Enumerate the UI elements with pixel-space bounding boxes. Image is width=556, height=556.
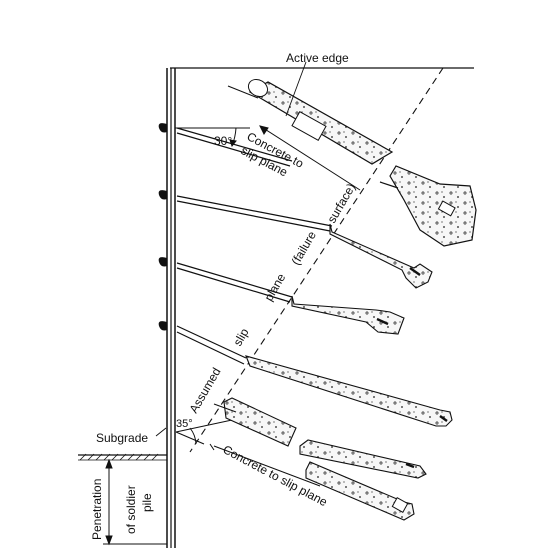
pile-label: pile <box>140 493 154 512</box>
angle-35-label: 35° <box>176 418 193 430</box>
concrete-dimension-bottom <box>209 443 321 487</box>
slip-label: slip <box>230 326 251 349</box>
concrete-dimension-top <box>259 125 361 191</box>
subgrade-label: Subgrade <box>96 431 148 445</box>
plane-label: plane <box>261 271 288 304</box>
tieback-1 <box>176 78 477 247</box>
tieback-4 <box>176 325 453 427</box>
assumed-label: Assumed <box>186 365 223 415</box>
soldier-pile <box>166 68 176 548</box>
subgrade <box>78 453 167 461</box>
angle-30-label: 30° <box>214 134 232 148</box>
penetration-label: Penetration <box>90 479 104 540</box>
angle-30-marker <box>175 127 250 148</box>
failure-label: (failure <box>288 228 319 267</box>
tieback-5 <box>175 397 427 521</box>
penetration-dimension <box>103 458 167 546</box>
of-soldier-label: of soldier <box>124 485 138 534</box>
tieback-2 <box>176 195 433 289</box>
surface-label: surface) <box>324 181 358 226</box>
subgrade-leader <box>155 427 167 437</box>
angle-35-marker <box>175 427 205 445</box>
tieback-3 <box>176 262 405 335</box>
active-edge-label: Active edge <box>286 51 349 65</box>
anchor-heads <box>158 123 167 331</box>
active-edge-leader <box>285 61 307 117</box>
slip-plane-line <box>189 67 444 453</box>
